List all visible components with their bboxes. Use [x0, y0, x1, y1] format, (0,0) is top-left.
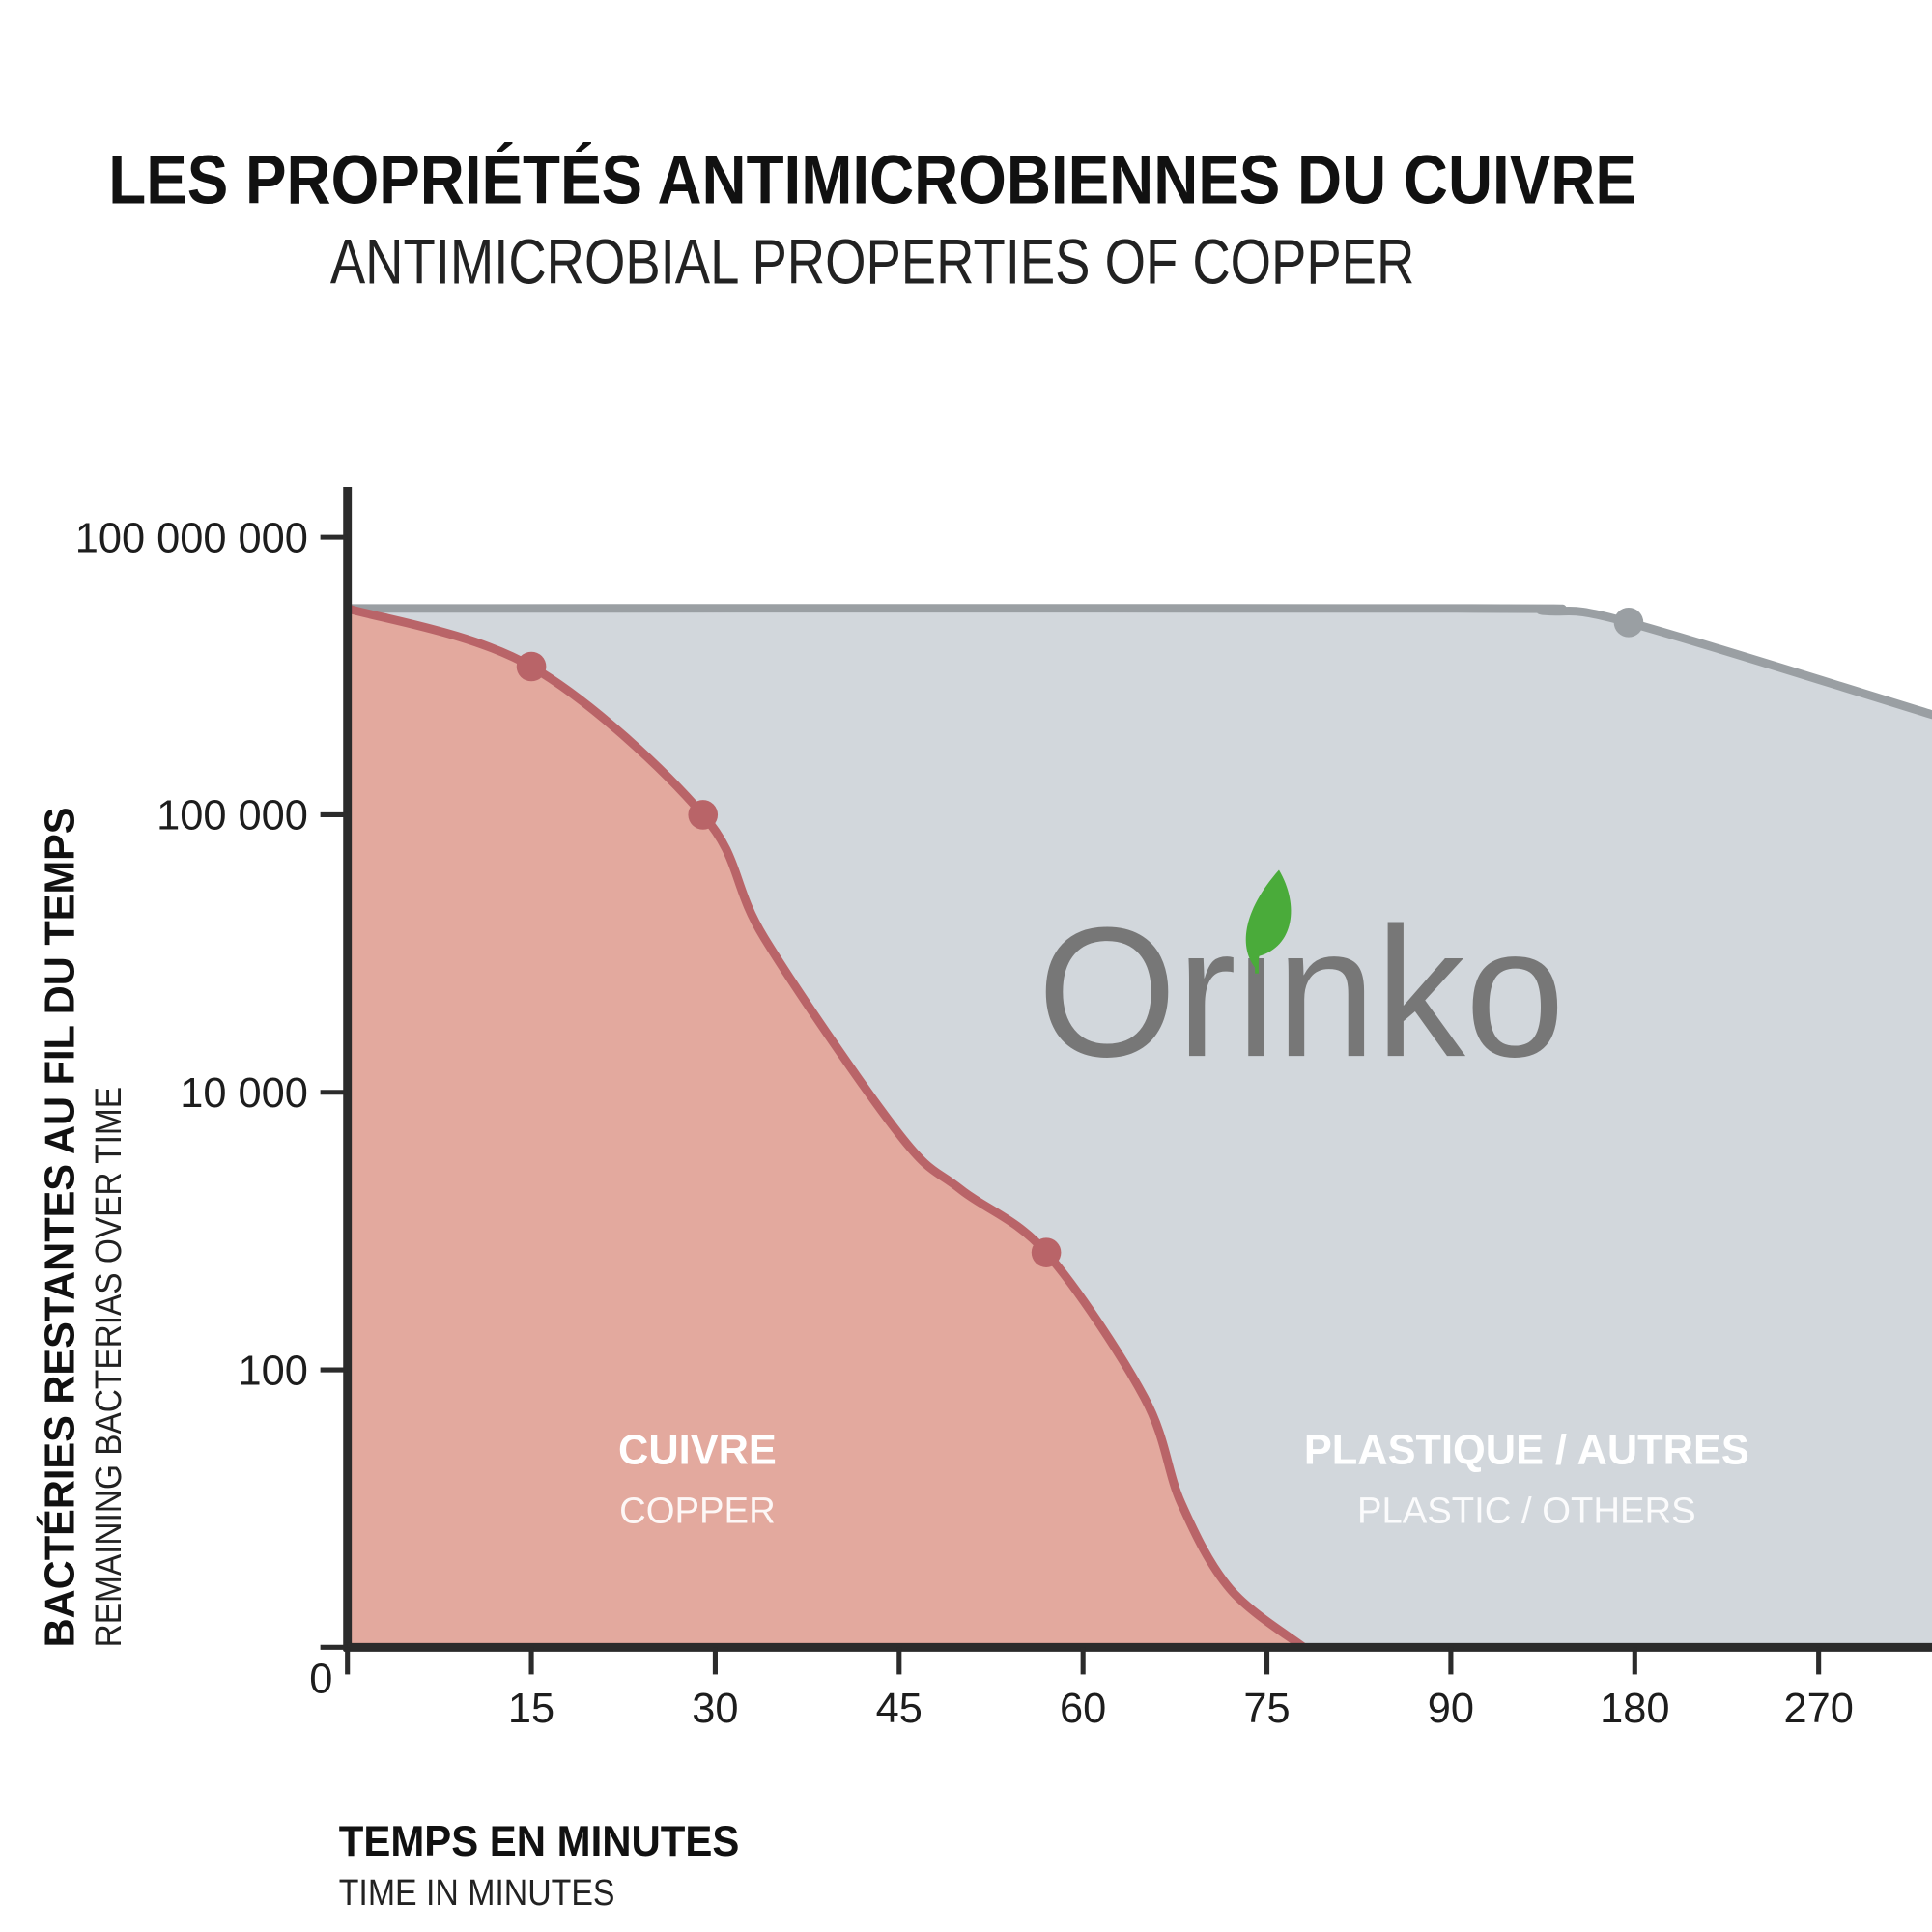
x-tick-label: 90 — [1428, 1686, 1474, 1732]
y-tick-label: 100 — [239, 1348, 308, 1394]
logo: Orinko — [1037, 889, 1565, 1095]
data-point — [1031, 1237, 1062, 1267]
area-fill — [347, 608, 1304, 1648]
x-tick-label: 45 — [876, 1686, 923, 1732]
x-tick-label: 30 — [692, 1686, 738, 1732]
data-point — [688, 800, 719, 830]
data-point — [1613, 608, 1644, 638]
series-label: PLASTIQUE / AUTRES — [1304, 1427, 1749, 1473]
x-tick-label: 180 — [1600, 1686, 1669, 1732]
plot-area: PLASTIQUE / AUTRES PLASTIC / OTHERS CUIVRE… — [75, 487, 1932, 1732]
series-sublabel: COPPER — [619, 1491, 776, 1532]
chart-subtitle: ANTIMICROBIAL PROPERTIES OF COPPER — [330, 226, 1414, 298]
x-tick-label: 60 — [1060, 1686, 1106, 1732]
chart-title: LES PROPRIÉTÉS ANTIMICROBIENNES DU CUIVR… — [108, 141, 1636, 218]
y-tick-label: 100 000 000 — [75, 515, 308, 561]
series-label: CUIVRE — [618, 1427, 777, 1473]
y-axis-title: BACTÉRIES RESTANTES AU FIL DU TEMPS — [38, 807, 84, 1647]
series-line — [347, 604, 1932, 720]
y-tick-label: 10 000 — [180, 1070, 308, 1117]
series-line — [346, 604, 1307, 1651]
data-point — [516, 651, 547, 682]
x-tick-label: 270 — [1783, 1686, 1853, 1732]
x-tick-label: 15 — [508, 1686, 554, 1732]
series-sublabel: PLASTIC / OTHERS — [1357, 1491, 1696, 1532]
x-tick-label: 0 — [309, 1657, 332, 1703]
logo-leaf — [1245, 869, 1292, 970]
y-axis-subtitle: REMAINING BACTERIAS OVER TIME — [88, 1087, 129, 1647]
x-axis-title: TEMPS EN MINUTES — [339, 1818, 740, 1865]
y-tick-label: 100 000 — [156, 793, 308, 839]
x-axis-subtitle: TIME IN MINUTES — [339, 1872, 615, 1914]
x-tick-label: 75 — [1243, 1686, 1290, 1732]
